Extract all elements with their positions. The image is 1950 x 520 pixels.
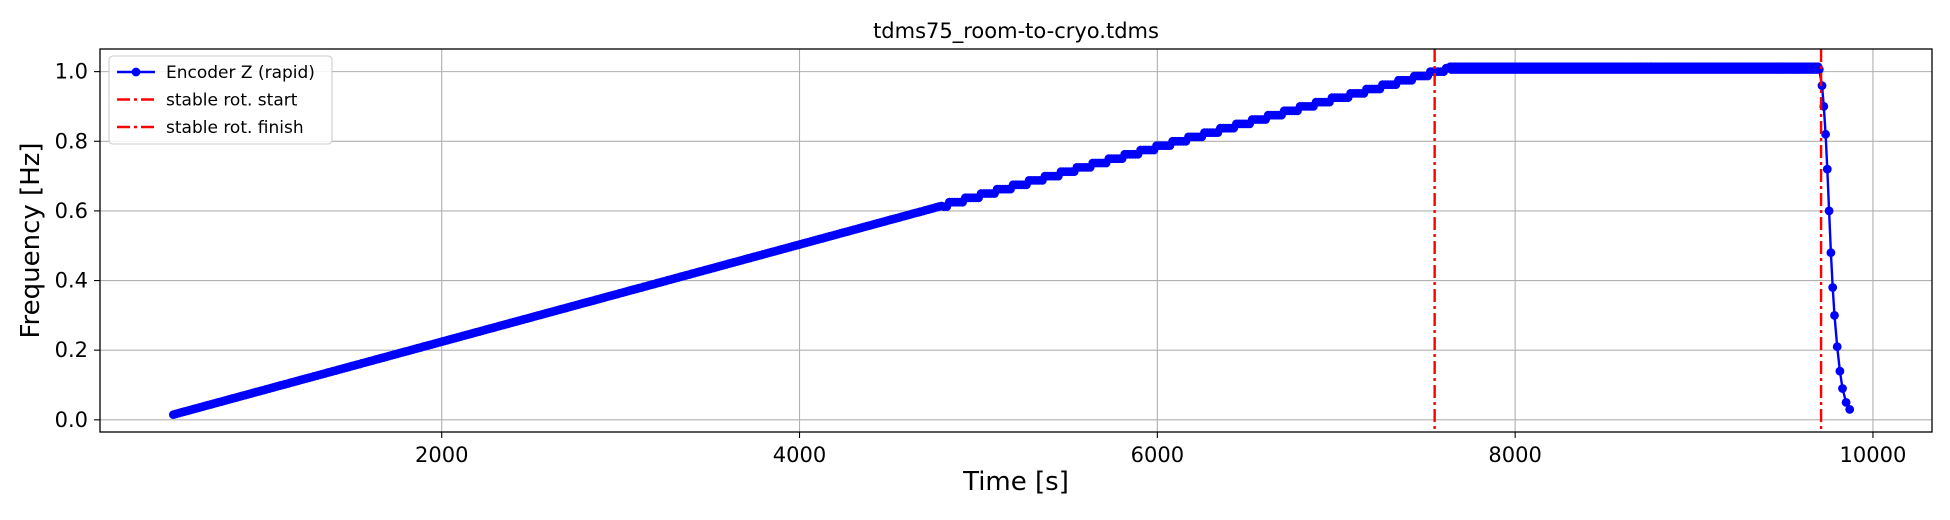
data-point bbox=[1835, 366, 1845, 376]
y-tick-label: 0.4 bbox=[55, 269, 88, 293]
legend-label: stable rot. start bbox=[166, 91, 298, 111]
data-point bbox=[1824, 206, 1834, 216]
legend-marker bbox=[131, 67, 141, 77]
axis-ticks: 2000 4000 6000 8000 10000 0.0 0.2 0.4 0.6 0.8 1.0 bbox=[55, 60, 1907, 467]
data-point bbox=[1826, 248, 1836, 258]
grid bbox=[100, 49, 1932, 432]
y-axis-title: Frequency [Hz] bbox=[16, 142, 46, 338]
x-tick-label: 6000 bbox=[1131, 443, 1184, 467]
y-tick-label: 0.2 bbox=[55, 338, 88, 362]
x-tick-label: 10000 bbox=[1840, 443, 1907, 467]
legend-label: Encoder Z (rapid) bbox=[166, 63, 315, 83]
x-tick-label: 2000 bbox=[415, 443, 468, 467]
x-tick-label: 4000 bbox=[773, 443, 826, 467]
data-point bbox=[1814, 65, 1824, 74]
data-point bbox=[1821, 129, 1830, 139]
x-axis-title: Time [s] bbox=[962, 467, 1069, 497]
data-point bbox=[1830, 311, 1839, 320]
x-tick-label: 8000 bbox=[1488, 443, 1541, 467]
chart-title: tdms75_room-to-cryo.tdms bbox=[873, 19, 1159, 44]
data-point bbox=[1822, 164, 1832, 174]
y-tick-label: 0.0 bbox=[55, 408, 88, 432]
plot-data bbox=[169, 49, 1855, 432]
data-point bbox=[1845, 405, 1855, 414]
data-point bbox=[1828, 283, 1838, 292]
legend-box bbox=[108, 55, 333, 145]
y-tick-label: 0.6 bbox=[55, 199, 88, 223]
data-point bbox=[1832, 342, 1842, 352]
y-tick-label: 0.8 bbox=[55, 129, 88, 153]
data-point bbox=[1841, 398, 1851, 407]
plot-frame bbox=[99, 48, 1933, 433]
series-line-encoder-z bbox=[173, 63, 1851, 416]
legend-label: stable rot. finish bbox=[166, 118, 304, 138]
data-point bbox=[1838, 384, 1847, 393]
y-tick-label: 1.0 bbox=[55, 60, 88, 84]
legend: Encoder Z (rapid) stable rot. start stable… bbox=[108, 55, 333, 145]
